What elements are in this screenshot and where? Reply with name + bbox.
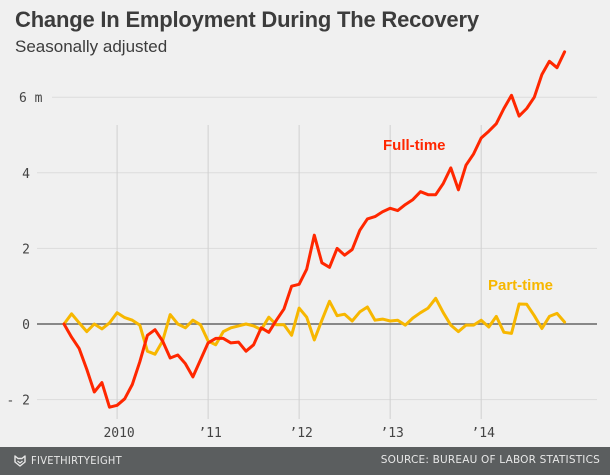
y-axis-ticks: - 2 0 2 4 6 m (7, 91, 43, 408)
y-tick-label: 6 m (19, 91, 43, 106)
brand-name: FIVETHIRTYEIGHT (31, 454, 123, 467)
y-tick-label: 2 (22, 242, 30, 257)
x-axis-ticks: 2010 ’11 ’12 ’13 ’14 (103, 426, 495, 441)
y-tick-label: 4 (22, 167, 30, 182)
chart-title: Change In Employment During The Recovery (15, 7, 479, 32)
source-note: SOURCE: BUREAU OF LABOR STATISTICS (380, 454, 600, 466)
x-tick-label: 2010 (103, 426, 134, 441)
series-labels: Full-time Part-time (383, 137, 553, 294)
footer-bar: FIVETHIRTYEIGHT SOURCE: BUREAU OF LABOR … (0, 447, 610, 475)
y-tick-label: 0 (22, 318, 30, 333)
series-label-part-time: Part-time (488, 277, 553, 294)
line-chart: - 2 0 2 4 6 m 2010 ’11 ’12 ’13 ’14 Full-time Part… (7, 50, 597, 441)
series-label-full-time: Full-time (383, 137, 446, 154)
x-gridlines (116, 125, 482, 419)
fox-logo-icon (14, 454, 26, 467)
brand[interactable]: FIVETHIRTYEIGHT (14, 454, 122, 467)
x-tick-label: ’12 (289, 426, 312, 441)
y-tick-label: - 2 (7, 394, 30, 409)
series-lines (62, 50, 567, 409)
x-tick-label: ’13 (380, 426, 403, 441)
x-tick-label: ’14 (471, 426, 495, 441)
series-line-full-time (62, 50, 567, 409)
x-tick-label: ’11 (198, 426, 221, 441)
chart-subtitle: Seasonally adjusted (15, 37, 168, 56)
series-line-part-time (62, 296, 567, 356)
